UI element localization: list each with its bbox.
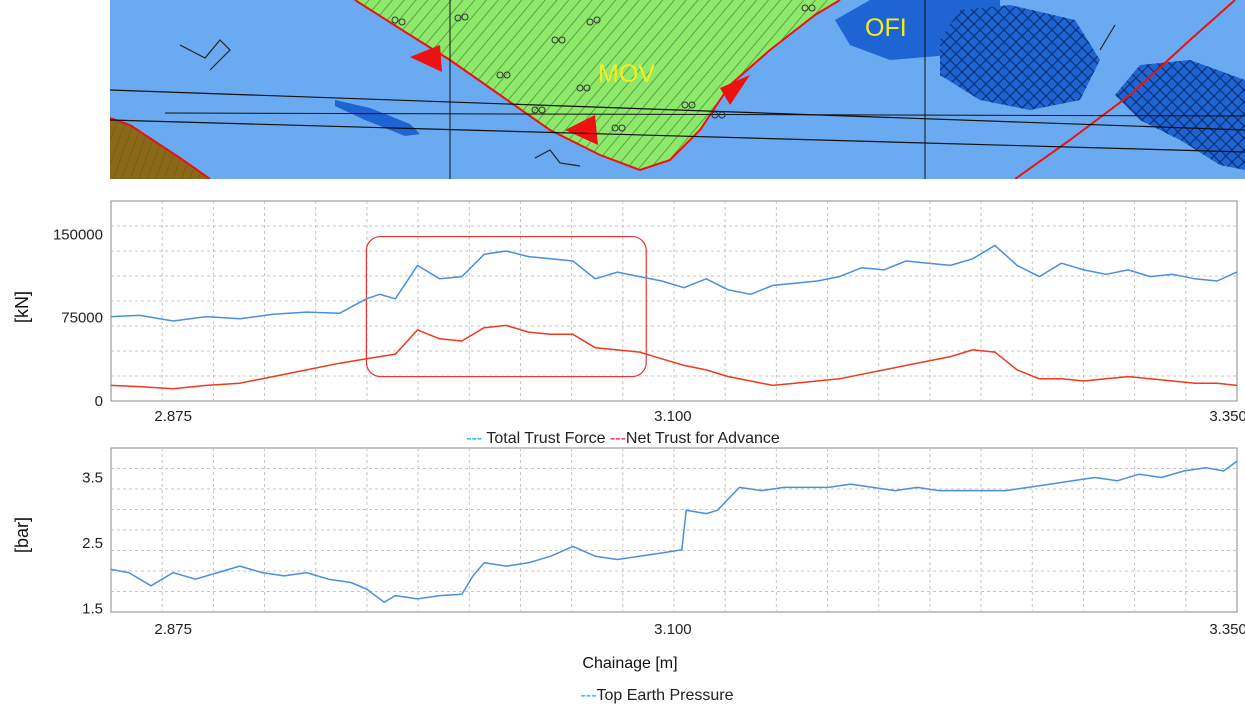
legend-entry-total-thrust: Total Trust Force (482, 430, 610, 447)
y-tick-label: 3.5 (82, 470, 103, 487)
y-tick-label: 2.5 (82, 535, 103, 552)
series-group (110, 244, 1238, 390)
squiggle (179, 39, 231, 71)
series-line-1 (110, 324, 1238, 390)
thrust-force-chart: 0 75000 150000 2.875 3.100 3.350 [kN] --- To… (12, 200, 1245, 447)
x-axis-label: Chainage [m] (582, 655, 677, 672)
y-axis-label: [bar] (12, 517, 32, 553)
x-tick-label: 3.350 (1209, 621, 1245, 638)
section-line (110, 119, 1245, 153)
x-tick-label: 3.100 (654, 621, 692, 638)
squiggle (534, 149, 581, 167)
map-label-mov: MOV (598, 60, 655, 88)
legend-entry-earth-pressure: Top Earth Pressure (597, 687, 734, 704)
ofi-unit-east-hatch (1115, 60, 1245, 170)
legend-entry-net-thrust: Net Trust for Advance (626, 430, 780, 447)
x-tick-label: 2.875 (154, 408, 192, 425)
x-tick-labels: 2.875 3.100 3.350 (154, 408, 1245, 425)
x-tick-labels: 2.875 3.100 3.350 (154, 621, 1245, 638)
thrust-marker (410, 45, 442, 72)
lens-unit (335, 100, 420, 136)
legend-prefix: --- (610, 430, 626, 447)
ofi-unit-cross-hatch (940, 5, 1100, 110)
y-tick-label: 0 (95, 393, 103, 410)
grid (111, 201, 1237, 401)
section-line (110, 89, 1245, 131)
legend-prefix: --- (466, 430, 482, 447)
legend: ---Top Earth Pressure (581, 687, 734, 704)
mov-unit-hatch (355, 0, 840, 170)
earth-pressure-chart: 1.5 2.5 3.5 2.875 3.100 3.350 [bar] Chainage… (12, 447, 1245, 704)
pebble-markers (391, 4, 816, 132)
grid (111, 448, 1237, 612)
highlight-box (365, 235, 647, 378)
y-tick-label: 75000 (61, 310, 103, 327)
brown-unit-hatch (110, 118, 210, 179)
y-tick-labels: 1.5 2.5 3.5 (82, 470, 103, 618)
legend: --- Total Trust Force ---Net Trust for A… (466, 430, 780, 447)
map-label-ofi: OFI (865, 14, 907, 42)
thrust-marker (720, 75, 750, 105)
x-tick-label: 3.350 (1209, 408, 1245, 425)
x-tick-label: 3.100 (654, 408, 692, 425)
squiggle (1099, 24, 1116, 51)
y-tick-label: 150000 (53, 226, 103, 243)
y-axis-label: [kN] (12, 291, 32, 323)
series-line-0 (110, 244, 1238, 322)
thrust-marker (565, 115, 598, 145)
legend-prefix: --- (581, 687, 597, 704)
y-tick-label: 1.5 (82, 601, 103, 618)
fault-line (110, 117, 211, 179)
y-tick-labels: 0 75000 150000 (53, 226, 103, 410)
series-line-0 (110, 460, 1238, 603)
x-tick-label: 2.875 (154, 621, 192, 638)
series-group (110, 460, 1238, 603)
geological-map: MOV OFI (110, 0, 1245, 179)
section-line (164, 112, 1245, 117)
fault-line (1014, 0, 1236, 179)
